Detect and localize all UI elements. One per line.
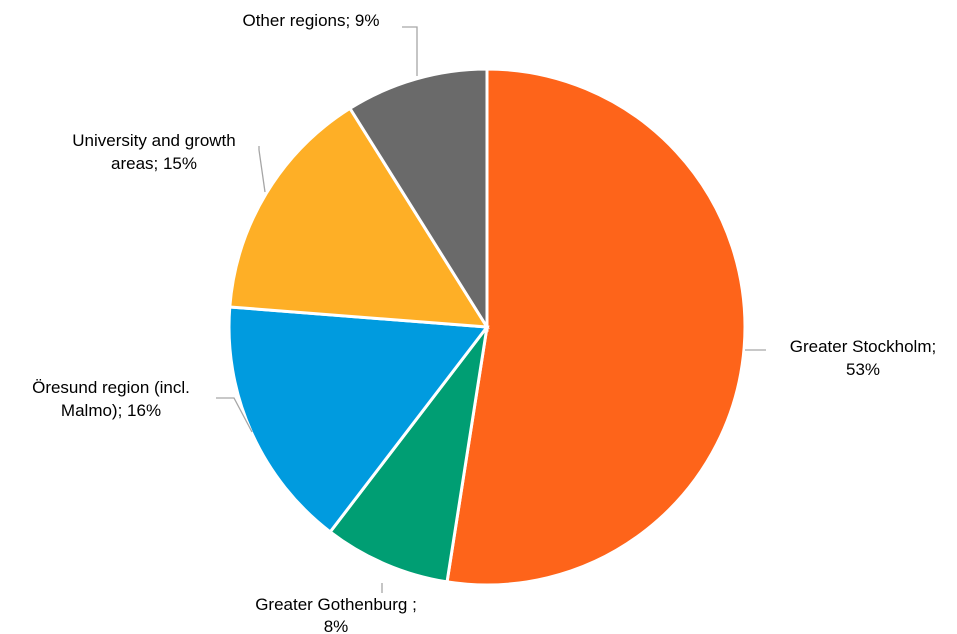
slice-label: Greater Stockholm; 53% — [790, 337, 936, 379]
leader-line — [258, 146, 266, 193]
slice-label-line: Other regions; 9% — [242, 11, 379, 30]
slice-label-line: Öresund region (incl. — [32, 378, 190, 397]
slice-label-line: Greater Stockholm; — [790, 337, 936, 356]
pie-slice — [445, 67, 747, 587]
leader-line — [402, 26, 418, 76]
pie-slices — [227, 67, 747, 587]
slice-label-line: 8% — [324, 617, 349, 634]
slice-label-line: University and growth — [72, 131, 235, 150]
leader-line — [216, 397, 253, 433]
slice-label-line: areas; 15% — [111, 154, 197, 173]
slice-label: Greater Gothenburg ; 8% — [255, 595, 417, 634]
slice-label: Öresund region (incl. Malmo); 16% — [32, 378, 190, 420]
leader-lines — [216, 26, 766, 593]
pie-slice — [228, 106, 490, 329]
slice-label-line: Malmo); 16% — [61, 401, 161, 420]
slice-label-line: 53% — [846, 360, 880, 379]
slice-label: University and growth areas; 15% — [72, 131, 235, 173]
slice-label-line: Greater Gothenburg ; — [255, 595, 417, 614]
slice-label: Other regions; 9% — [242, 11, 379, 30]
slice-labels: Greater Stockholm; 53% Greater Gothenburg … — [32, 11, 936, 634]
pie-slice — [347, 67, 489, 333]
pie-slice — [328, 326, 489, 584]
